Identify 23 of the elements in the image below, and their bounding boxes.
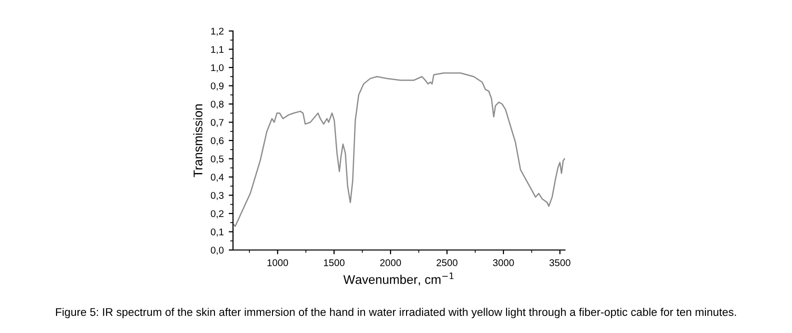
- y-tick-label: 0,4: [210, 174, 224, 182]
- y-tick-label: 1,2: [211, 28, 224, 36]
- x-tick-label: 2500: [436, 259, 458, 266]
- y-tick-label: 1,0: [211, 64, 224, 72]
- x-tick-label: 1500: [324, 259, 345, 266]
- y-tick-label: 0,6: [210, 137, 224, 146]
- y-tick-label: 0,0: [210, 246, 224, 255]
- x-tick-label: 3000: [493, 259, 514, 266]
- x-tick-label: 1000: [268, 259, 288, 266]
- y-axis-title: Transmission: [193, 104, 202, 178]
- line-series: [233, 72, 565, 227]
- y-tick-label: 0,7: [210, 118, 224, 128]
- y-tick-label: 0,5: [210, 155, 224, 164]
- y-tick-label: 0,8: [210, 100, 224, 109]
- y-tick-label: 1,1: [211, 46, 224, 54]
- x-axis-title: Wavenumber, cm$^{−1}$: [343, 272, 454, 286]
- y-tick-label: 0,9: [210, 82, 224, 91]
- x-tick-label: 3500: [549, 259, 570, 266]
- caption: Figure 5: IR spectrum of the skin after immersion of the hand in water irradiated with yellow light through a fiber-optic cable for ten minutes.: [56, 308, 736, 318]
- x-tick-label: 2000: [380, 259, 401, 266]
- y-tick-label: 0,2: [210, 210, 224, 218]
- y-tick-label: 0,3: [210, 192, 224, 200]
- y-tick-label: 0,1: [210, 228, 224, 237]
